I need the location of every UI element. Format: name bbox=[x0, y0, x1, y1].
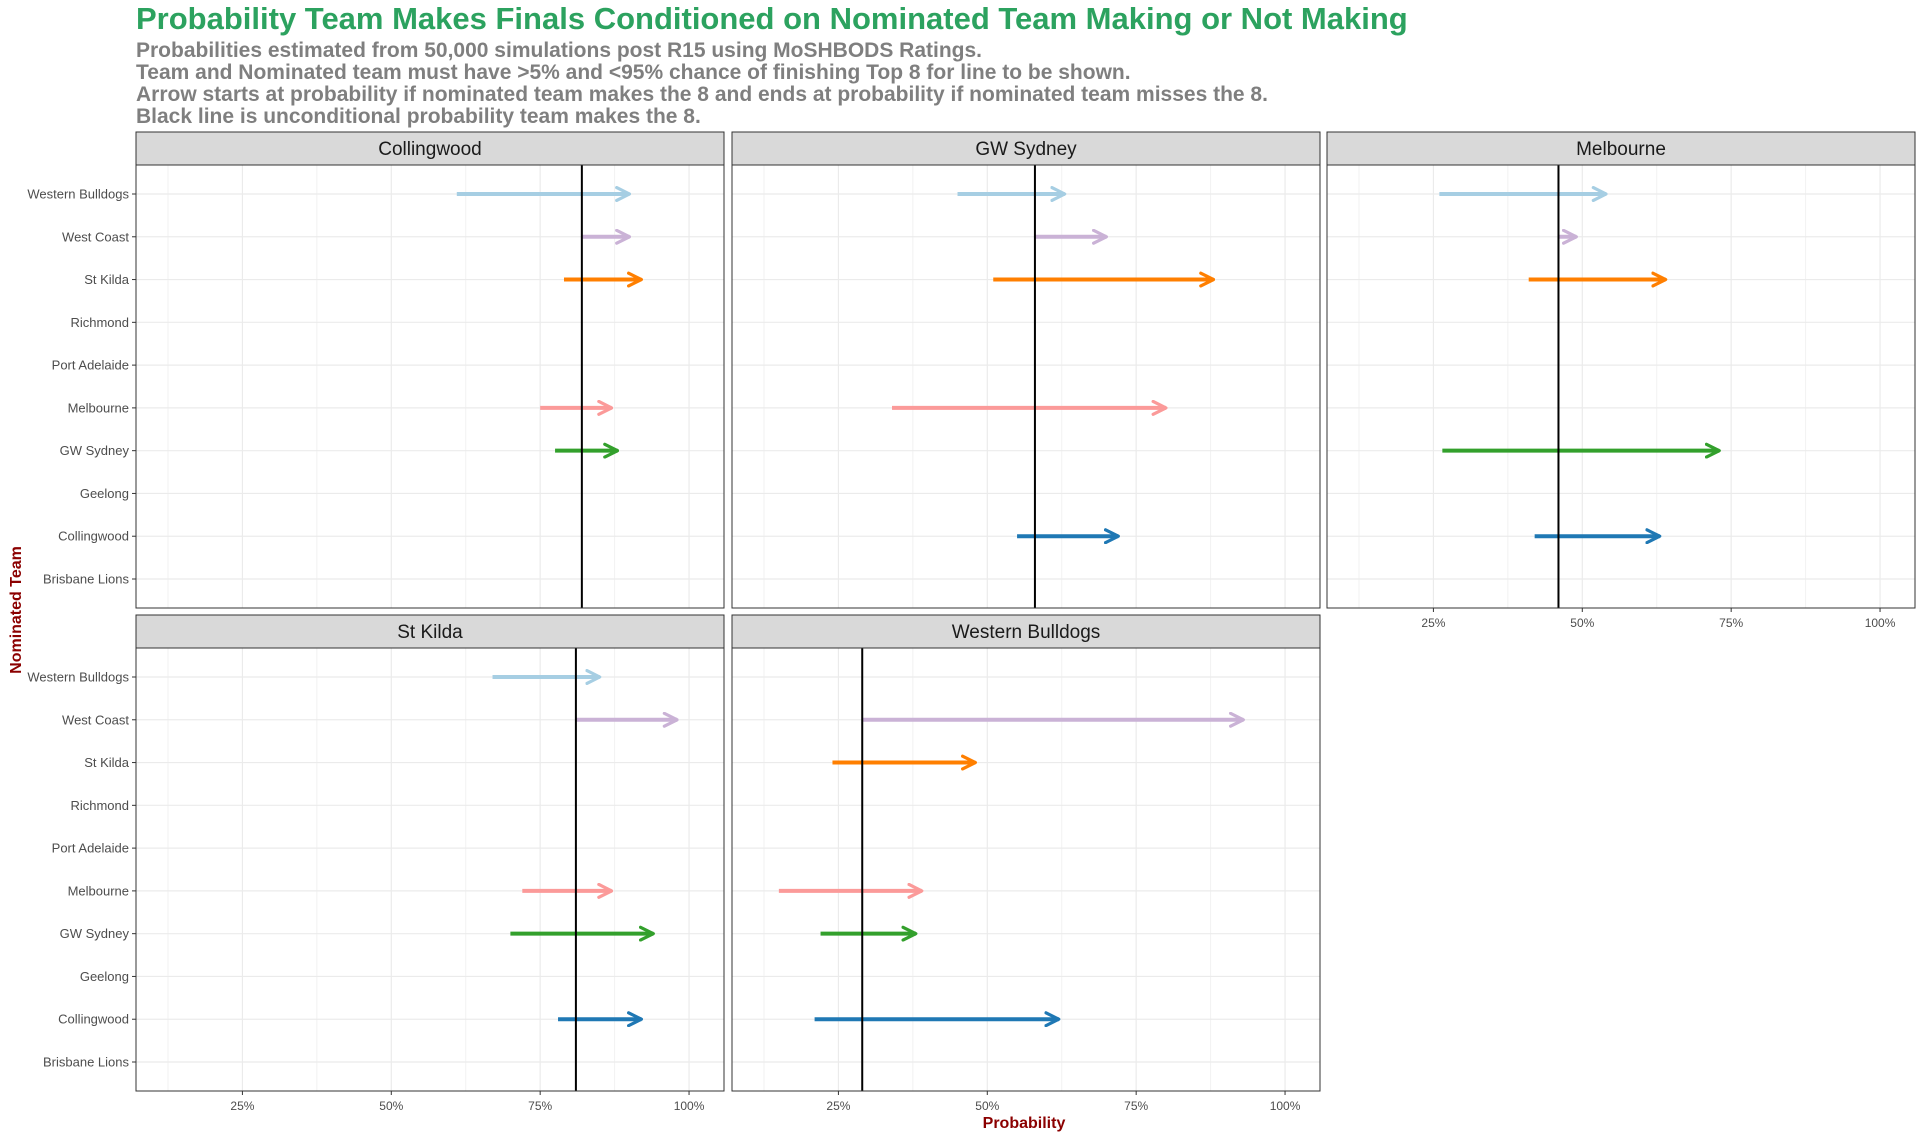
subtitle-line-2: Team and Nominated team must have >5% an… bbox=[136, 61, 1131, 84]
panel-border bbox=[1326, 164, 1916, 609]
facet-strip bbox=[1326, 131, 1916, 166]
y-tick-label: Brisbane Lions bbox=[43, 572, 129, 587]
y-tick-label: GW Sydney bbox=[60, 443, 130, 458]
panel-background bbox=[136, 648, 724, 1091]
y-tick-label: St Kilda bbox=[84, 272, 130, 287]
x-tick-label: 100% bbox=[1865, 616, 1896, 630]
panel-border bbox=[135, 647, 725, 1092]
y-tick-label: Richmond bbox=[70, 798, 129, 813]
x-tick-label: 50% bbox=[1570, 616, 1594, 630]
facet-strip bbox=[731, 614, 1321, 649]
panel-background bbox=[1327, 165, 1915, 608]
x-tick-label: 50% bbox=[379, 1099, 403, 1113]
x-tick-label: 25% bbox=[826, 1099, 850, 1113]
facet-strip bbox=[135, 614, 725, 649]
facet-strip bbox=[731, 131, 1321, 166]
panel-border bbox=[731, 647, 1321, 1092]
panel-background bbox=[732, 648, 1320, 1091]
chart-title: Probability Team Makes Finals Conditione… bbox=[136, 1, 1408, 36]
x-tick-label: 50% bbox=[975, 1099, 999, 1113]
y-tick-label: Melbourne bbox=[68, 400, 129, 415]
y-tick-label: Port Adelaide bbox=[52, 358, 129, 373]
x-tick-label: 75% bbox=[1124, 1099, 1148, 1113]
facet-strip bbox=[135, 131, 725, 166]
facet-gw-sydney: GW Sydney bbox=[731, 131, 1321, 609]
panel-background bbox=[732, 165, 1320, 608]
y-tick-label: Collingwood bbox=[58, 1012, 129, 1027]
y-tick-label: Geelong bbox=[80, 486, 129, 501]
x-tick-label: 100% bbox=[1270, 1099, 1301, 1113]
facet-strip-label: Western Bulldogs bbox=[952, 622, 1101, 643]
y-tick-label: Collingwood bbox=[58, 529, 129, 544]
facet-strip-label: GW Sydney bbox=[975, 139, 1077, 160]
y-tick-label: GW Sydney bbox=[60, 926, 130, 941]
y-tick-label: St Kilda bbox=[84, 755, 130, 770]
y-tick-label: Melbourne bbox=[68, 883, 129, 898]
x-axis-title: Probability bbox=[983, 1115, 1066, 1132]
subtitle-line-3: Arrow starts at probability if nominated… bbox=[136, 83, 1268, 106]
y-axis-title: Nominated Team bbox=[8, 546, 25, 674]
y-tick-label: West Coast bbox=[62, 229, 129, 244]
y-tick-label: West Coast bbox=[62, 712, 129, 727]
facet-melbourne: Melbourne 25% 50% 75% 100% bbox=[1326, 131, 1916, 630]
y-tick-label: Brisbane Lions bbox=[43, 1055, 129, 1070]
x-tick-label: 25% bbox=[230, 1099, 254, 1113]
subtitle-line-4: Black line is unconditional probability … bbox=[136, 105, 701, 128]
y-tick-label: Geelong bbox=[80, 969, 129, 984]
facet-st-kilda: St Kilda Western Bulldogs West Coast St Kil… bbox=[27, 614, 725, 1113]
panel-background bbox=[136, 165, 724, 608]
y-tick-label: Western Bulldogs bbox=[27, 670, 129, 685]
y-tick-label: Richmond bbox=[70, 315, 129, 330]
x-tick-label: 25% bbox=[1421, 616, 1445, 630]
panel-border bbox=[731, 164, 1321, 609]
facet-western-bulldogs: Western Bulldogs 25% 50% 75% 100% bbox=[731, 614, 1321, 1113]
facet-strip-label: Melbourne bbox=[1576, 139, 1666, 160]
x-tick-label: 100% bbox=[674, 1099, 705, 1113]
x-tick-label: 75% bbox=[528, 1099, 552, 1113]
y-tick-label: Port Adelaide bbox=[52, 841, 129, 856]
subtitle-line-1: Probabilities estimated from 50,000 simu… bbox=[136, 39, 982, 62]
panel-border bbox=[135, 164, 725, 609]
x-tick-label: 75% bbox=[1719, 616, 1743, 630]
facet-strip-label: St Kilda bbox=[397, 622, 463, 643]
y-tick-label: Western Bulldogs bbox=[27, 187, 129, 202]
facet-collingwood: Collingwood Western Bulldogs West Coast St … bbox=[27, 131, 725, 609]
facet-strip-label: Collingwood bbox=[378, 139, 482, 160]
